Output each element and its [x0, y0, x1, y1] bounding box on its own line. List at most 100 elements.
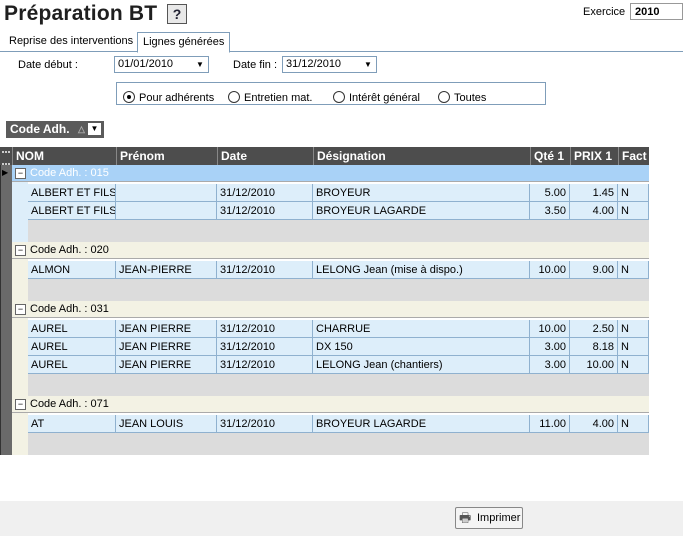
date-fin-dropdown-icon[interactable]: ▼ — [364, 60, 372, 69]
table-cell[interactable]: 3.00 — [530, 338, 570, 356]
table-cell[interactable]: 3.50 — [530, 202, 570, 220]
chevron-down-icon[interactable]: ▼ — [88, 123, 101, 135]
radio-checked-icon — [123, 91, 135, 103]
table-cell[interactable]: AT — [28, 415, 116, 433]
row-selector[interactable] — [0, 301, 12, 396]
table-cell[interactable]: ALBERT ET FILS — [28, 202, 116, 220]
table-cell[interactable]: N — [618, 338, 649, 356]
table-cell[interactable]: JEAN PIERRE — [116, 338, 217, 356]
table-cell[interactable]: LELONG Jean (mise à dispo.) — [313, 261, 530, 279]
table-cell[interactable]: 31/12/2010 — [217, 338, 313, 356]
table-cell[interactable]: N — [618, 356, 649, 374]
table-cell[interactable]: 31/12/2010 — [217, 356, 313, 374]
group-indent — [12, 413, 28, 455]
column-header-fact[interactable]: Fact — [618, 147, 649, 165]
table-cell[interactable]: N — [618, 320, 649, 338]
group-footer-row — [28, 220, 649, 242]
table-cell[interactable]: 10.00 — [530, 320, 570, 338]
row-selector[interactable] — [0, 242, 12, 301]
tab-reprise-interventions[interactable]: Reprise des interventions — [9, 35, 134, 47]
radio-toutes[interactable]: Toutes — [438, 91, 486, 104]
table-cell[interactable]: N — [618, 202, 649, 220]
column-header-designation[interactable]: Désignation — [313, 147, 530, 165]
tab-bar — [0, 31, 683, 52]
print-button[interactable]: 🖶 Imprimer — [455, 507, 523, 529]
table-cell[interactable]: N — [618, 184, 649, 202]
collapse-icon[interactable]: − — [15, 168, 26, 179]
table-cell[interactable]: AUREL — [28, 338, 116, 356]
table-cell[interactable]: 10.00 — [570, 356, 618, 374]
table-cell[interactable]: DX 150 — [313, 338, 530, 356]
table-cell[interactable]: N — [618, 261, 649, 279]
table-cell[interactable]: 8.18 — [570, 338, 618, 356]
table-cell[interactable]: LELONG Jean (chantiers) — [313, 356, 530, 374]
table-cell[interactable]: 1.45 — [570, 184, 618, 202]
group-indent — [12, 182, 28, 242]
date-debut-field[interactable]: 01/01/2010 — [114, 56, 209, 73]
table-cell[interactable]: 11.00 — [530, 415, 570, 433]
table-cell[interactable]: JEAN PIERRE — [116, 356, 217, 374]
collapse-icon[interactable]: − — [15, 304, 26, 315]
table-cell[interactable]: ALMON — [28, 261, 116, 279]
table-cell[interactable]: JEAN PIERRE — [116, 320, 217, 338]
table-cell[interactable] — [116, 202, 217, 220]
row-selector[interactable]: ▶ — [0, 165, 12, 242]
column-header-nom[interactable]: NOM — [12, 147, 116, 165]
grid-menu-icon[interactable] — [2, 151, 10, 165]
table-cell[interactable]: 31/12/2010 — [217, 184, 313, 202]
table-row[interactable]: AUREL JEAN PIERRE 31/12/2010 CHARRUE 10.00 2.… — [28, 320, 649, 338]
table-cell[interactable]: 4.00 — [570, 415, 618, 433]
table-row[interactable]: ALBERT ET FILS 31/12/2010 BROYEUR 5.00 1.45 N — [28, 184, 649, 202]
table-cell[interactable]: 9.00 — [570, 261, 618, 279]
column-header-date[interactable]: Date — [217, 147, 313, 165]
group-label: Code Adh. : 031 — [30, 303, 109, 315]
table-cell[interactable]: 10.00 — [530, 261, 570, 279]
table-cell[interactable]: 3.00 — [530, 356, 570, 374]
table-cell[interactable]: JEAN-PIERRE — [116, 261, 217, 279]
table-cell[interactable]: 4.00 — [570, 202, 618, 220]
table-cell[interactable]: JEAN LOUIS — [116, 415, 217, 433]
table-cell[interactable]: CHARRUE — [313, 320, 530, 338]
table-cell[interactable]: AUREL — [28, 356, 116, 374]
table-cell[interactable]: BROYEUR LAGARDE — [313, 202, 530, 220]
table-cell[interactable]: 31/12/2010 — [217, 415, 313, 433]
column-header-qte1[interactable]: Qté 1 — [530, 147, 570, 165]
table-row[interactable]: AUREL JEAN PIERRE 31/12/2010 LELONG Jean (c… — [28, 356, 649, 374]
group-row[interactable]: − Code Adh. : 020 — [12, 242, 649, 259]
radio-interet-general[interactable]: Intérêt général — [333, 91, 420, 104]
table-cell[interactable]: ALBERT ET FILS — [28, 184, 116, 202]
table-cell[interactable]: 31/12/2010 — [217, 320, 313, 338]
radio-entretien-mat[interactable]: Entretien mat. — [228, 91, 312, 104]
date-fin-field[interactable]: 31/12/2010 — [282, 56, 377, 73]
table-row[interactable]: AT JEAN LOUIS 31/12/2010 BROYEUR LAGARDE 11.… — [28, 415, 649, 433]
group-row[interactable]: − Code Adh. : 031 — [12, 301, 649, 318]
column-header-prenom[interactable]: Prénom — [116, 147, 217, 165]
collapse-icon[interactable]: − — [15, 245, 26, 256]
group-row[interactable]: − Code Adh. : 071 — [12, 396, 649, 413]
date-debut-dropdown-icon[interactable]: ▼ — [196, 60, 204, 69]
radio-pour-adherents[interactable]: Pour adhérents — [123, 91, 214, 104]
table-cell[interactable]: BROYEUR LAGARDE — [313, 415, 530, 433]
tab-lignes-generees[interactable]: Lignes générées — [137, 32, 231, 53]
table-cell[interactable]: 31/12/2010 — [217, 202, 313, 220]
exercice-select[interactable]: 2010 — [630, 3, 683, 20]
table-row[interactable]: ALBERT ET FILS 31/12/2010 BROYEUR LAGARDE 3… — [28, 202, 649, 220]
table-cell[interactable]: 5.00 — [530, 184, 570, 202]
radio-label: Toutes — [454, 92, 487, 104]
group-footer-row — [28, 374, 649, 396]
column-header-prix1[interactable]: PRIX 1 — [570, 147, 618, 165]
help-button[interactable]: ? — [167, 4, 187, 24]
group-by-chip[interactable]: Code Adh. △ ▼ — [6, 121, 104, 138]
table-cell[interactable]: 31/12/2010 — [217, 261, 313, 279]
table-cell[interactable]: N — [618, 415, 649, 433]
table-cell[interactable]: BROYEUR — [313, 184, 530, 202]
table-row[interactable]: ALMON JEAN-PIERRE 31/12/2010 LELONG Jean (m… — [28, 261, 649, 279]
table-cell[interactable]: 2.50 — [570, 320, 618, 338]
group-row[interactable]: − Code Adh. : 015 — [12, 165, 649, 182]
table-cell[interactable] — [116, 184, 217, 202]
collapse-icon[interactable]: − — [15, 399, 26, 410]
table-row[interactable]: AUREL JEAN PIERRE 31/12/2010 DX 150 3.00 8.18… — [28, 338, 649, 356]
page-title: Préparation BT — [4, 2, 158, 25]
table-cell[interactable]: AUREL — [28, 320, 116, 338]
row-selector[interactable] — [0, 396, 12, 455]
